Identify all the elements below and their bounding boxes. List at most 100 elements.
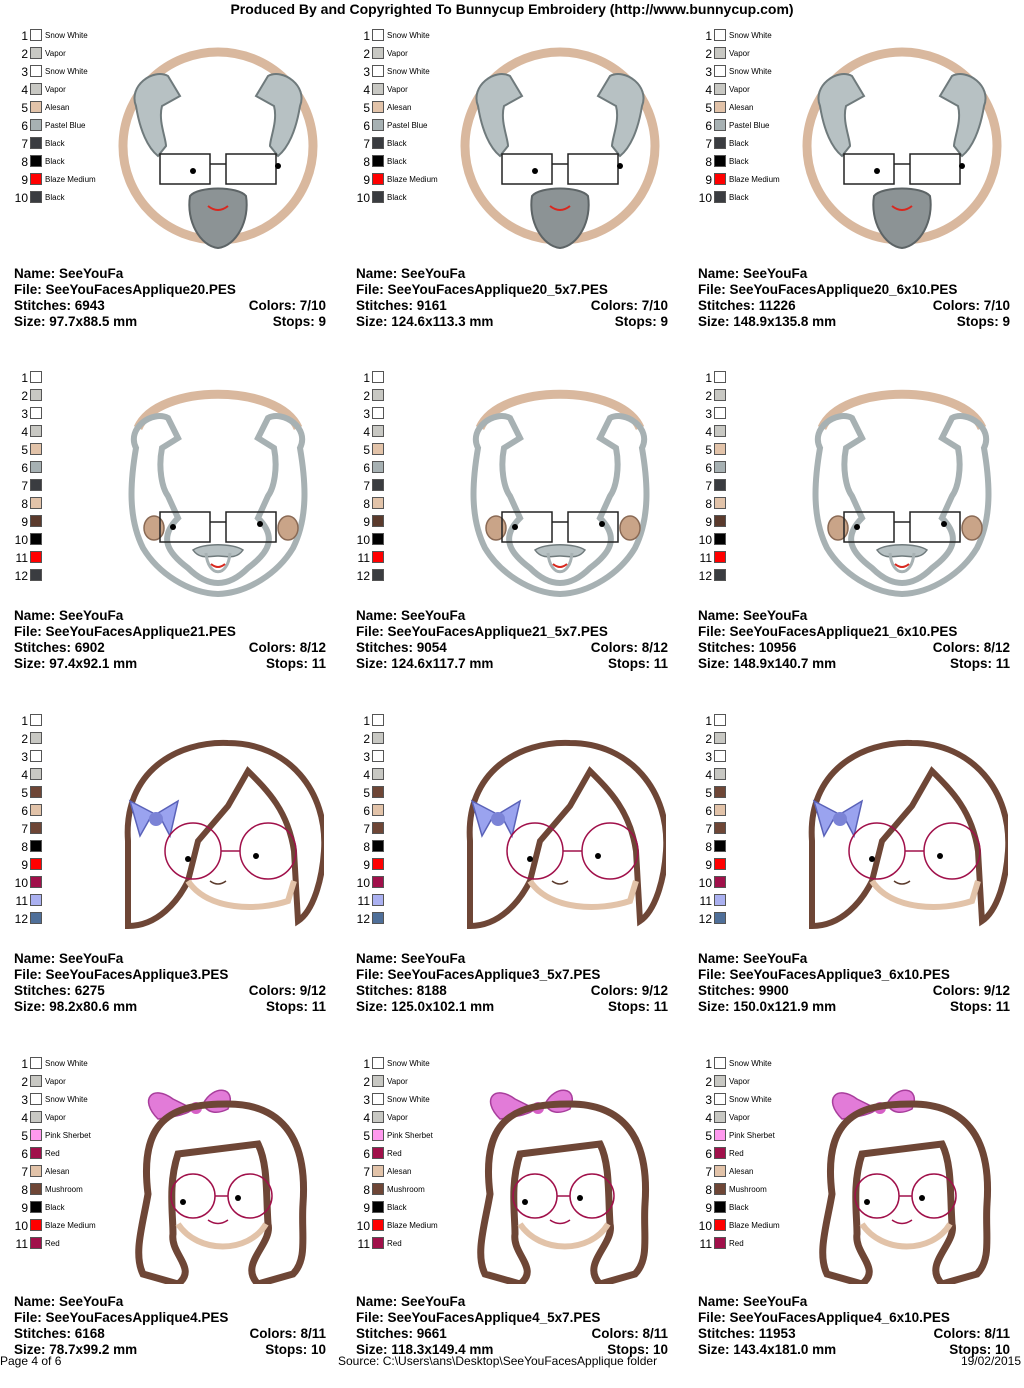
stitch-count: 6902 [74, 640, 105, 655]
design-size: 148.9x140.7 mm [733, 656, 837, 671]
thread-number: 9 [705, 173, 712, 187]
colors-label: Colors: [590, 298, 638, 313]
thread-swatch [372, 786, 384, 798]
thread-name: Red [387, 1239, 402, 1248]
name-line: Name: SeeYouFa [698, 951, 1010, 967]
thread-swatch [30, 750, 42, 762]
design-size: 124.6x117.7 mm [391, 656, 494, 671]
stop-count: 10 [310, 1342, 326, 1357]
thread-number: 9 [21, 173, 28, 187]
thread-number: 8 [363, 155, 370, 169]
stitches-label: Stitches: [14, 298, 72, 313]
thread-number: 11 [15, 1237, 28, 1251]
thread-number: 2 [705, 1075, 712, 1089]
design-card: 1 Snow White 2 Vapor 3 Snow White 4 Vapor 5 Alesa… [698, 18, 1024, 360]
thread-swatch [714, 101, 726, 113]
thread-color-item: 1 [698, 713, 858, 729]
stops-label: Stops: [614, 314, 657, 329]
thread-name: Vapor [729, 1077, 750, 1086]
design-card: 1 2 3 4 5 6 7 8 9 10 11 12 Name: SeeYouFa File: SeeY… [14, 360, 354, 702]
thread-color-item: 11 [14, 893, 174, 909]
file-label: File: [698, 967, 726, 982]
thread-color-item: 10 Black [14, 190, 174, 206]
design-info: Name: SeeYouFa File: SeeYouFacesApplique3… [698, 951, 1010, 1015]
thread-number: 3 [21, 407, 28, 421]
color-count: 7/10 [983, 298, 1010, 313]
thread-name: Blaze Medium [387, 1221, 438, 1230]
file-name: SeeYouFacesApplique3_5x7.PES [387, 967, 601, 982]
thread-number: 1 [363, 1057, 370, 1071]
colors-label: Colors: [933, 1326, 981, 1341]
color-count: 7/10 [641, 298, 668, 313]
thread-swatch [372, 822, 384, 834]
thread-color-item: 10 [356, 875, 516, 891]
thread-swatch [372, 1237, 384, 1249]
thread-swatch [714, 83, 726, 95]
thread-color-item: 8 [14, 839, 174, 855]
stop-count: 9 [1002, 314, 1010, 329]
color-count: 8/11 [300, 1326, 326, 1341]
thread-color-item: 10 Blaze Medium [14, 1218, 174, 1234]
thread-number: 9 [705, 515, 712, 529]
thread-color-item: 1 Snow White [698, 1056, 858, 1072]
design-info: Name: SeeYouFa File: SeeYouFacesApplique4… [14, 1294, 326, 1358]
thread-color-item: 2 Vapor [698, 46, 858, 62]
color-count: 8/11 [642, 1326, 668, 1341]
thread-swatch [372, 425, 384, 437]
thread-color-item: 3 [698, 749, 858, 765]
stitch-count: 9661 [416, 1326, 447, 1341]
name-label: Name: [14, 608, 56, 623]
thread-number: 12 [14, 569, 28, 583]
thread-number: 6 [705, 461, 712, 475]
thread-number: 6 [363, 461, 370, 475]
thread-swatch [714, 119, 726, 131]
thread-color-item: 12 [698, 568, 858, 584]
thread-number: 11 [699, 894, 712, 908]
thread-swatch [714, 65, 726, 77]
thread-swatch [714, 1075, 726, 1087]
design-preview-image [460, 1074, 666, 1288]
thread-number: 10 [698, 1219, 712, 1233]
thread-color-item: 6 [14, 460, 174, 476]
thread-name: Red [45, 1239, 60, 1248]
design-name: SeeYouFa [743, 266, 808, 281]
thread-name: Snow White [387, 1059, 430, 1068]
thread-swatch [372, 1111, 384, 1123]
design-name: SeeYouFa [401, 1294, 466, 1309]
thread-color-item: 6 Red [356, 1146, 516, 1162]
thread-number: 8 [21, 840, 28, 854]
thread-swatch [30, 119, 42, 131]
thread-swatch [714, 876, 726, 888]
thread-number: 5 [363, 1129, 370, 1143]
stitches-line: Stitches: 6275 Colors: 9/12 [14, 983, 326, 999]
thread-name: Black [387, 193, 407, 202]
thread-color-item: 1 Snow White [698, 28, 858, 44]
stitches-label: Stitches: [14, 983, 72, 998]
thread-number: 5 [705, 1129, 712, 1143]
thread-color-item: 5 Pink Sherbet [14, 1128, 174, 1144]
thread-swatch [714, 47, 726, 59]
size-label: Size: [356, 314, 388, 329]
thread-color-item: 2 [698, 388, 858, 404]
file-line: File: SeeYouFacesApplique3_5x7.PES [356, 967, 668, 983]
size-label: Size: [356, 656, 388, 671]
stitch-count: 9161 [416, 298, 447, 313]
thread-color-item: 10 [698, 875, 858, 891]
file-label: File: [14, 1310, 42, 1325]
thread-number: 2 [21, 389, 28, 403]
stops-label: Stops: [956, 314, 999, 329]
file-name: SeeYouFacesApplique4_6x10.PES [729, 1310, 950, 1325]
thread-color-item: 4 [14, 767, 174, 783]
thread-number: 10 [14, 1219, 28, 1233]
size-label: Size: [14, 314, 46, 329]
thread-color-item: 5 [356, 442, 516, 458]
design-name: SeeYouFa [59, 608, 124, 623]
thread-color-item: 11 Red [356, 1236, 516, 1252]
thread-swatch [372, 714, 384, 726]
thread-swatch [30, 155, 42, 167]
thread-color-item: 3 Snow White [14, 64, 174, 80]
name-line: Name: SeeYouFa [356, 608, 668, 624]
thread-name: Black [729, 193, 749, 202]
thread-swatch [714, 732, 726, 744]
file-line: File: SeeYouFacesApplique20_5x7.PES [356, 282, 668, 298]
